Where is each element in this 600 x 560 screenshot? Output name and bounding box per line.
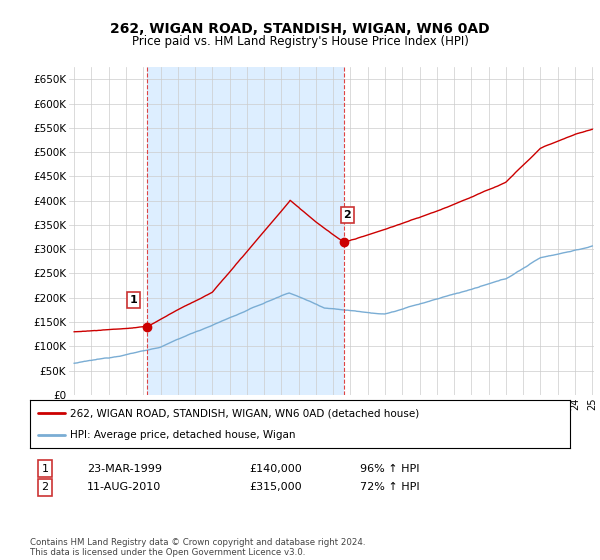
Text: 72% ↑ HPI: 72% ↑ HPI xyxy=(360,482,419,492)
Text: 1: 1 xyxy=(130,295,137,305)
Bar xyxy=(147,67,344,395)
Text: 11-AUG-2010: 11-AUG-2010 xyxy=(87,482,161,492)
Text: HPI: Average price, detached house, Wigan: HPI: Average price, detached house, Wiga… xyxy=(71,430,296,440)
Text: 262, WIGAN ROAD, STANDISH, WIGAN, WN6 0AD: 262, WIGAN ROAD, STANDISH, WIGAN, WN6 0A… xyxy=(110,22,490,36)
Text: £315,000: £315,000 xyxy=(249,482,302,492)
Text: 96% ↑ HPI: 96% ↑ HPI xyxy=(360,464,419,474)
Text: 2: 2 xyxy=(344,210,351,220)
Text: £140,000: £140,000 xyxy=(249,464,302,474)
Text: 2: 2 xyxy=(41,482,49,492)
Text: 262, WIGAN ROAD, STANDISH, WIGAN, WN6 0AD (detached house): 262, WIGAN ROAD, STANDISH, WIGAN, WN6 0A… xyxy=(71,408,420,418)
Text: 1: 1 xyxy=(41,464,49,474)
Text: Price paid vs. HM Land Registry's House Price Index (HPI): Price paid vs. HM Land Registry's House … xyxy=(131,35,469,48)
Text: Contains HM Land Registry data © Crown copyright and database right 2024.
This d: Contains HM Land Registry data © Crown c… xyxy=(30,538,365,557)
Text: 23-MAR-1999: 23-MAR-1999 xyxy=(87,464,162,474)
